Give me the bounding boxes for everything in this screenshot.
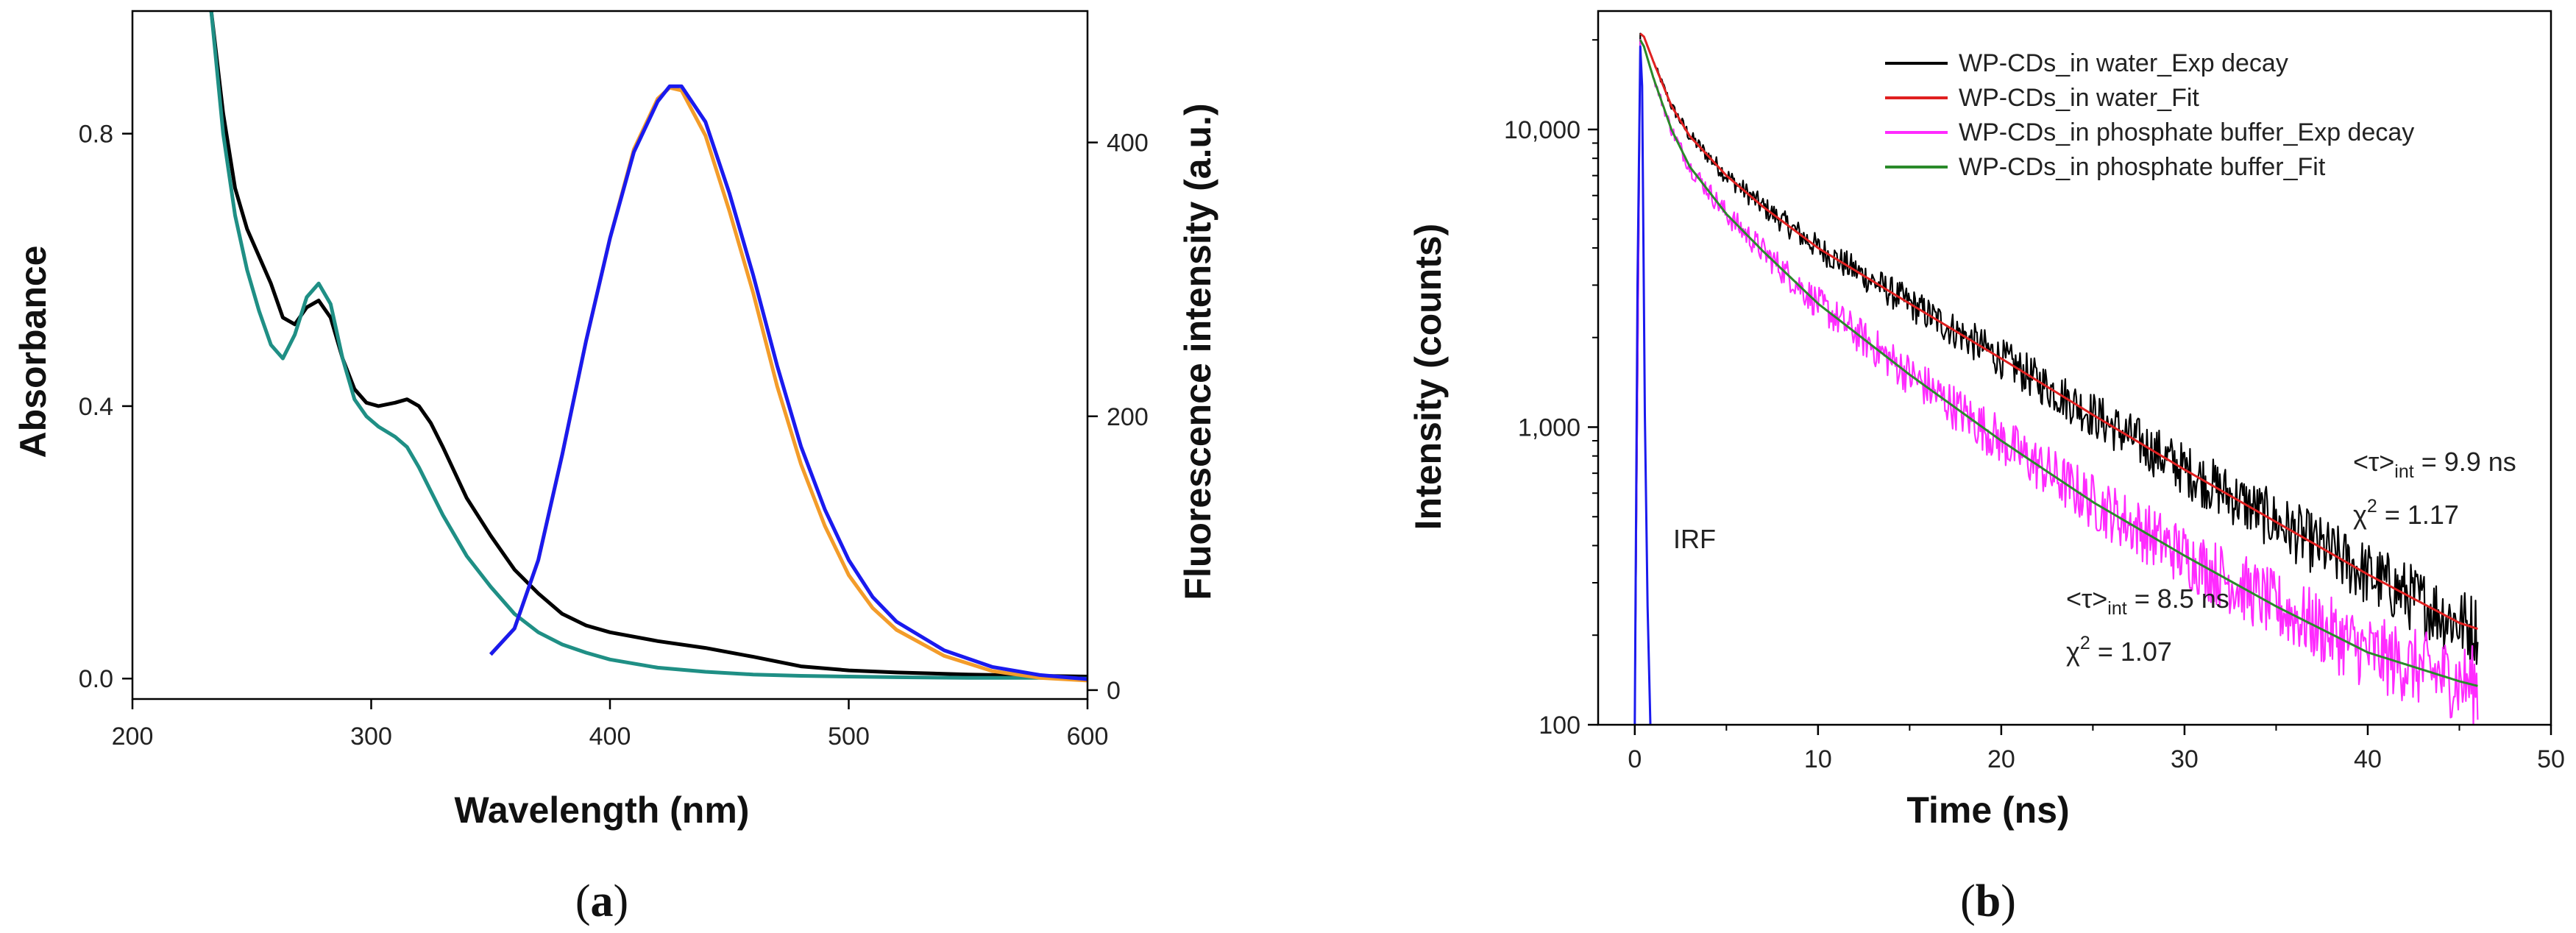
- legend-label-wp-cds-in-phosphate-buffer-exp-decay: WP-CDs_in phosphate buffer_Exp decay: [1959, 118, 2414, 146]
- panel-a-curves: [209, 11, 1087, 683]
- series-line-wp-cds-in-water-exp-decay: [1633, 32, 2479, 725]
- x-tick-label: 20: [1987, 745, 2015, 773]
- y2-tick-label: 400: [1107, 130, 1149, 157]
- legend-label-wp-cds-in-water-exp-decay: WP-CDs_in water_Exp decay: [1959, 49, 2288, 77]
- panel-b-curves: [1633, 32, 2479, 725]
- panel-b-decay-chart: 0 10 20 30 40 50 100 1,000 10,000 Time (ns) Int…: [1408, 10, 2565, 926]
- annotation-tau-water: <τ>int = 9.9 ns: [2353, 447, 2516, 482]
- x-tick-label: 600: [1067, 723, 1109, 751]
- panel-b-caption: (b): [1960, 876, 2016, 926]
- panel-b-y-axis-title: Intensity (counts): [1408, 224, 1449, 531]
- y2-tick-label: 200: [1107, 403, 1149, 431]
- panel-b-plot-frame: [1597, 10, 2552, 726]
- annotation-tau-buffer: <τ>int = 8.5 ns: [2066, 583, 2229, 619]
- panel-a-absorbance-fluorescence-chart: 200 300 400 500 600 0.0 0.4 0.8 0 200 400 Wavele…: [13, 10, 1218, 926]
- series-line-fluorescence-blue: [489, 84, 1087, 681]
- annotation-chi-water: χ2 = 1.17: [2353, 496, 2459, 530]
- panel-a-y-axis-title: Absorbance: [13, 246, 54, 458]
- x-tick-label: 400: [589, 723, 631, 751]
- series-line-fluorescence-orange: [489, 85, 1087, 683]
- panel-a-plot-frame: [131, 10, 1089, 700]
- panel-a-y2-ticks: 0 200 400: [1087, 130, 1149, 705]
- y-tick-label: 10,000: [1504, 116, 1580, 144]
- y2-tick-label: 0: [1107, 677, 1121, 705]
- panel-b-x-ticks: 0 10 20 30 40 50: [1628, 725, 2565, 773]
- y-tick-label: 0.4: [79, 393, 113, 421]
- panel-b-series-group: [1633, 32, 2479, 725]
- x-tick-label: 0: [1628, 745, 1642, 773]
- panel-a-y2-axis-title: Fluorescence intensity (a.u.): [1177, 103, 1218, 600]
- annotation-chi-buffer: χ2 = 1.07: [2066, 633, 2172, 667]
- panel-a-x-ticks: 200 300 400 500 600: [112, 699, 1109, 751]
- legend-label-wp-cds-in-water-fit: WP-CDs_in water_Fit: [1959, 84, 2199, 112]
- y-tick-label: 0.0: [79, 665, 113, 693]
- panel-a-x-axis-title: Wavelength (nm): [455, 790, 750, 831]
- x-tick-label: 10: [1804, 745, 1832, 773]
- panel-a-caption: (a): [575, 876, 628, 926]
- y-tick-label: 1,000: [1518, 414, 1580, 441]
- y-tick-label: 100: [1539, 712, 1580, 739]
- series-line-absorbance-teal: [209, 11, 1087, 681]
- panel-a-series-group: [209, 11, 1087, 683]
- panel-b-legend: WP-CDs_in water_Exp decay WP-CDs_in water…: [1885, 49, 2414, 181]
- panel-b-x-axis-title: Time (ns): [1906, 790, 2069, 831]
- series-line-absorbance-black: [209, 11, 1087, 678]
- x-tick-label: 300: [350, 723, 392, 751]
- x-tick-label: 500: [828, 723, 870, 751]
- series-line-wp-cds-in-water-fit: [1639, 32, 2478, 631]
- x-tick-label: 30: [2171, 745, 2199, 773]
- legend-label-wp-cds-in-phosphate-buffer-fit: WP-CDs_in phosphate buffer_Fit: [1959, 153, 2326, 181]
- x-tick-label: 50: [2537, 745, 2565, 773]
- x-tick-label: 40: [2354, 745, 2382, 773]
- panel-b-y-ticks: 100 1,000 10,000: [1504, 39, 1598, 739]
- y-tick-label: 0.8: [79, 121, 113, 149]
- series-line-wp-cds-in-phosphate-buffer-fit: [1639, 39, 2478, 687]
- series-line-irf: [1633, 45, 1652, 725]
- annotation-irf: IRF: [1673, 524, 1716, 554]
- panel-a-y-ticks: 0.0 0.4 0.8: [79, 121, 132, 693]
- x-tick-label: 200: [112, 723, 154, 751]
